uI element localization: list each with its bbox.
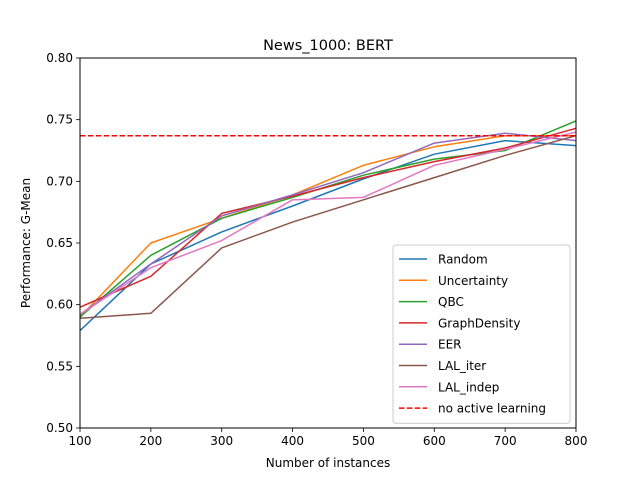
series-line-random: [79, 139, 577, 332]
x-tick-label: 400: [281, 434, 304, 448]
legend-label-lal-iter: LAL_iter: [438, 359, 486, 373]
legend-label-uncertainty: Uncertainty: [438, 274, 508, 288]
x-tick-label: 700: [494, 434, 517, 448]
y-tick-label: 0.50: [46, 421, 73, 435]
x-axis-label: Number of instances: [266, 456, 391, 470]
y-tick-label: 0.75: [46, 113, 73, 127]
x-tick-label: 600: [423, 434, 446, 448]
x-tick-label: 300: [210, 434, 233, 448]
series-line-uncertainty: [79, 134, 576, 318]
y-axis: 0.50 0.55 0.60 0.65 0.70 0.75 0.80: [46, 51, 80, 435]
legend-box: [392, 244, 571, 424]
legend-label-qbc: QBC: [438, 295, 464, 309]
y-tick-label: 0.80: [46, 51, 73, 65]
legend: Random Uncertainty QBC GraphDensity EER LAL_i…: [392, 244, 571, 424]
series-line-lal-indep: [79, 131, 577, 316]
y-axis-label: Performance: G-Mean: [19, 178, 33, 308]
legend-label-eer: EER: [438, 338, 462, 352]
series-line-eer: [79, 132, 577, 316]
x-tick-label: 500: [352, 434, 375, 448]
legend-label-graphdensity: GraphDensity: [438, 316, 520, 330]
x-tick-label: 800: [565, 434, 588, 448]
series-line-lal-iter: [79, 134, 577, 319]
legend-label-lal-indep: LAL_indep: [438, 380, 499, 394]
series-layer: [79, 120, 577, 332]
x-axis: 100 200 300 400 500 600 700 800: [69, 428, 588, 448]
x-tick-label: 100: [69, 434, 92, 448]
chart-title: News_1000: BERT: [263, 38, 393, 54]
x-tick-label: 200: [139, 434, 162, 448]
y-tick-label: 0.70: [46, 174, 73, 188]
y-tick-label: 0.60: [46, 298, 73, 312]
legend-label-random: Random: [438, 253, 488, 267]
y-tick-label: 0.65: [46, 236, 73, 250]
y-tick-label: 0.55: [46, 359, 73, 373]
series-line-graphdensity: [79, 127, 577, 308]
legend-label-no-active-learning: no active learning: [438, 402, 546, 416]
